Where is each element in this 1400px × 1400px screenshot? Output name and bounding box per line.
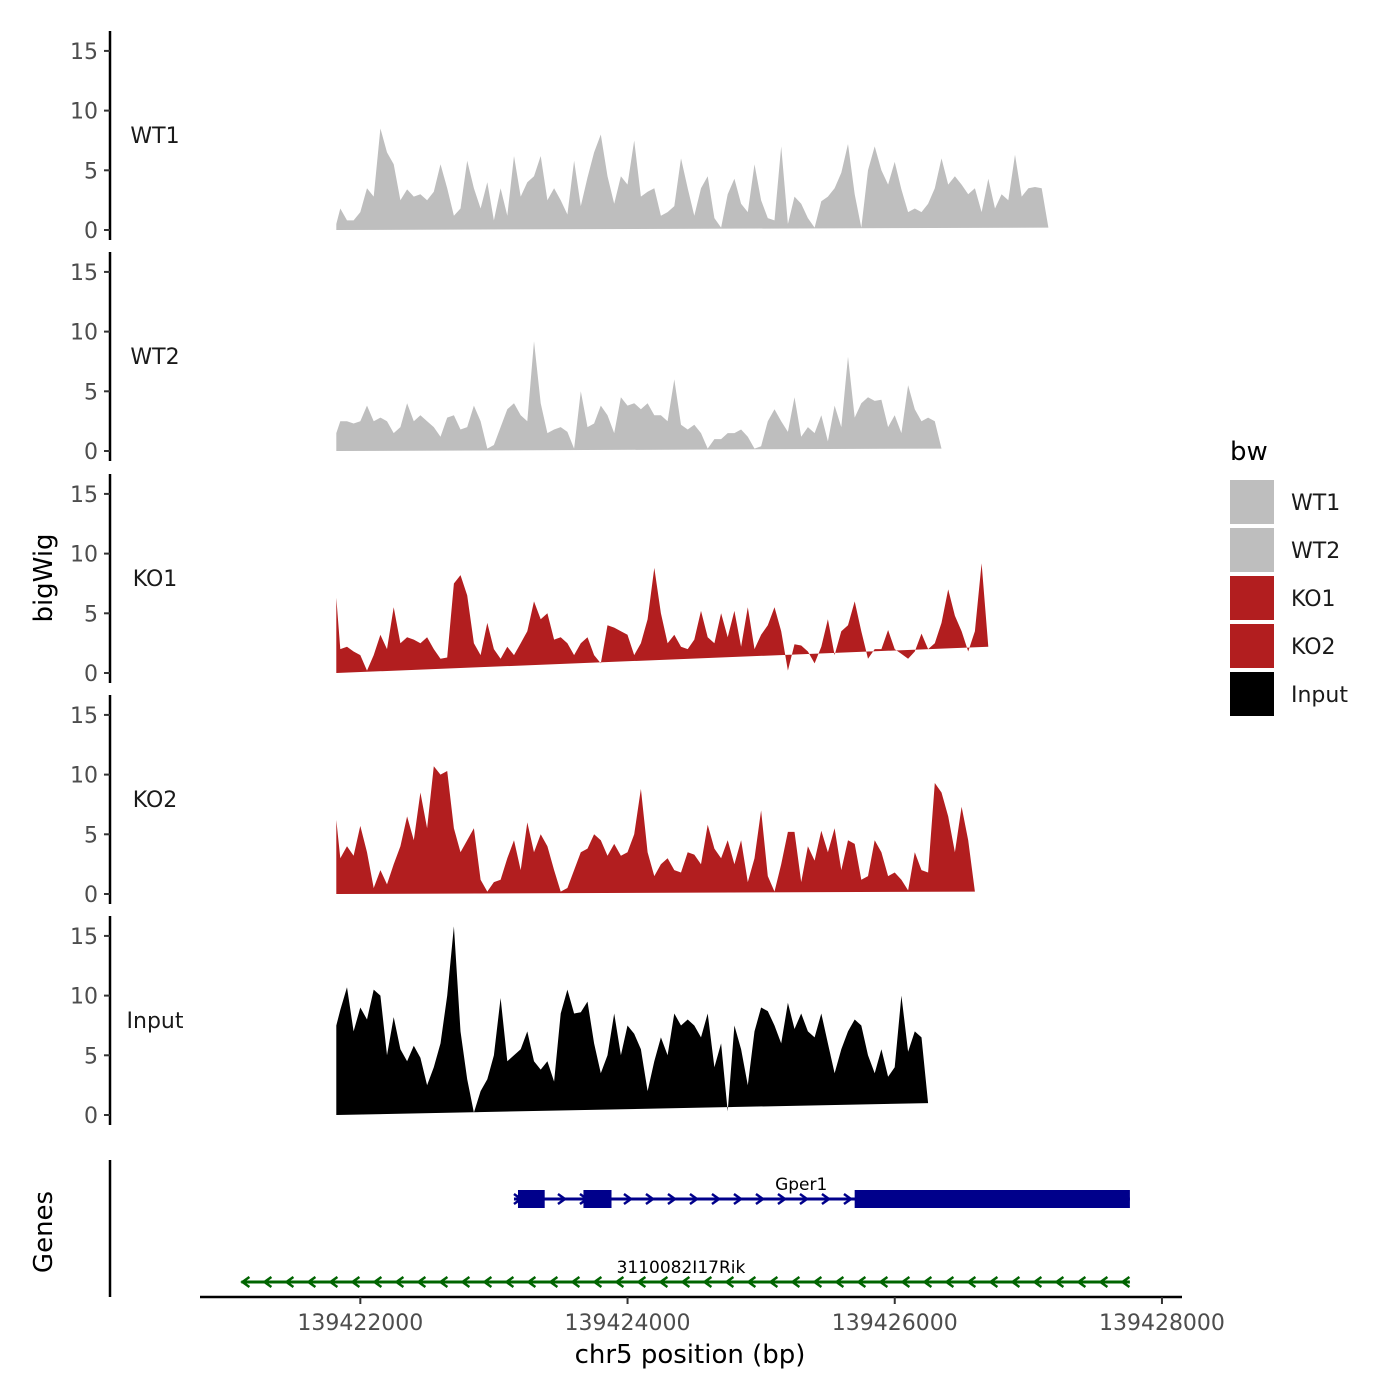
- legend-label-input: Input: [1291, 683, 1348, 708]
- genes-track: Gper1 3110082I17Rik: [110, 1160, 1130, 1297]
- bigwig-tracks: 0 5 10 15 WT1 0 5 10 15 WT2 0 5 10 15 KO1 0 5 10 15 KO2 0 5 10…: [70, 31, 1048, 1129]
- track-wt1: 0 5 10 15 WT1: [70, 31, 1048, 244]
- track-label-ko1: KO1: [133, 567, 178, 592]
- legend-label-ko2: KO2: [1291, 635, 1336, 660]
- gene-label: Gper1: [775, 1175, 827, 1195]
- track-ko2: 0 5 10 15 KO2: [70, 695, 975, 908]
- legend-label-wt1: WT1: [1291, 491, 1340, 516]
- x-axis-title: chr5 position (bp): [575, 1340, 806, 1370]
- legend-key-wt1: [1230, 480, 1274, 524]
- y-tick-label: 0: [84, 440, 98, 465]
- legend-label-wt2: WT2: [1291, 539, 1340, 564]
- track-area-wt1: [336, 129, 1048, 231]
- gene-exon: [583, 1190, 611, 1208]
- track-area-wt2: [336, 341, 941, 451]
- y-tick-label: 5: [84, 159, 98, 184]
- track-ko1: 0 5 10 15 KO1: [70, 474, 988, 687]
- y-axis-label-bigwig: bigWig: [29, 533, 59, 622]
- track-wt2: 0 5 10 15 WT2: [70, 252, 942, 465]
- y-tick-label: 5: [84, 602, 98, 627]
- x-tick-label: 139422000: [297, 1311, 423, 1336]
- y-tick-label: 5: [84, 380, 98, 405]
- y-tick-label: 15: [70, 261, 98, 286]
- y-tick-label: 10: [70, 321, 98, 346]
- x-tick-label: 139424000: [565, 1311, 691, 1336]
- legend-key-ko1: [1230, 576, 1274, 620]
- legend-key-ko2: [1230, 624, 1274, 668]
- y-tick-label: 0: [84, 1104, 98, 1129]
- legend: bw WT1 WT2 KO1 KO2 Input: [1230, 437, 1348, 716]
- y-tick-label: 5: [84, 1044, 98, 1069]
- track-area-ko1: [336, 563, 988, 673]
- track-label-wt1: WT1: [130, 124, 179, 149]
- gene-label: 3110082I17Rik: [617, 1258, 746, 1278]
- y-tick-label: 0: [84, 662, 98, 687]
- y-tick-label: 15: [70, 925, 98, 950]
- gene-exon: [855, 1190, 1130, 1208]
- legend-key-wt2: [1230, 528, 1274, 572]
- gene-3110082i17rik: 3110082I17Rik: [241, 1258, 1129, 1287]
- y-axis-label-genes: Genes: [29, 1191, 59, 1273]
- legend-key-input: [1230, 672, 1274, 716]
- track-area-ko2: [336, 766, 975, 894]
- y-tick-label: 15: [70, 704, 98, 729]
- y-tick-label: 10: [70, 543, 98, 568]
- x-axis: 139422000 139424000 139426000 139428000: [200, 1297, 1225, 1336]
- y-tick-label: 0: [84, 883, 98, 908]
- legend-title: bw: [1230, 437, 1268, 467]
- x-tick-label: 139426000: [832, 1311, 958, 1336]
- gene-exon: [518, 1190, 545, 1208]
- y-tick-label: 10: [70, 100, 98, 125]
- track-label-input: Input: [127, 1009, 184, 1034]
- track-input: 0 5 10 15 Input: [70, 916, 928, 1129]
- y-tick-label: 10: [70, 764, 98, 789]
- y-tick-label: 15: [70, 40, 98, 65]
- y-tick-label: 10: [70, 985, 98, 1010]
- gene-gper1: Gper1: [514, 1175, 1130, 1208]
- x-tick-label: 139428000: [1099, 1311, 1225, 1336]
- track-label-ko2: KO2: [133, 788, 178, 813]
- track-label-wt2: WT2: [130, 345, 179, 370]
- genome-browser-figure: 0 5 10 15 WT1 0 5 10 15 WT2 0 5 10 15 KO1 0 5 10 15 KO2 0 5 10…: [0, 0, 1400, 1400]
- legend-label-ko1: KO1: [1291, 587, 1336, 612]
- y-tick-label: 5: [84, 823, 98, 848]
- track-area-input: [336, 926, 928, 1115]
- y-tick-label: 15: [70, 483, 98, 508]
- y-tick-label: 0: [84, 219, 98, 244]
